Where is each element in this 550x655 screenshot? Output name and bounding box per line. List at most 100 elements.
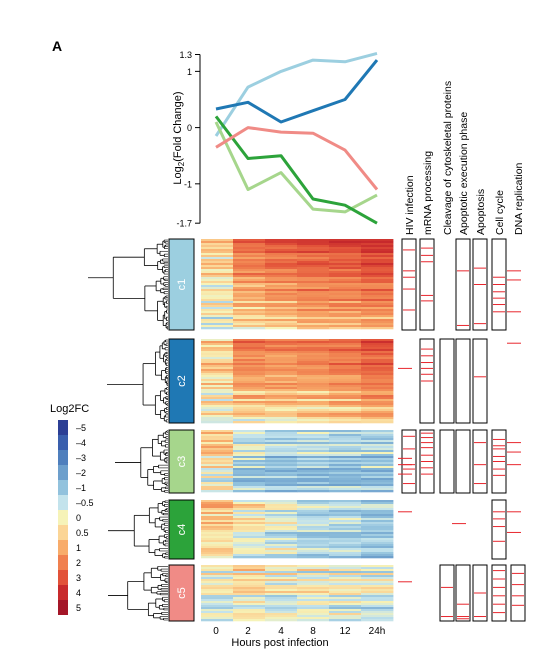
heatmap-cell bbox=[201, 277, 234, 280]
dendrogram-c3 bbox=[115, 430, 168, 493]
heatmap-cell bbox=[297, 417, 330, 420]
heatmap-cell bbox=[233, 271, 266, 274]
heatmap-cell bbox=[201, 247, 234, 250]
annotation-box bbox=[472, 238, 488, 331]
heatmap-cell bbox=[265, 247, 298, 250]
heatmap-cell bbox=[201, 474, 234, 477]
heatmap-cell bbox=[329, 249, 362, 252]
heatmap-cell bbox=[297, 325, 330, 328]
heatmap-cell bbox=[329, 403, 362, 406]
heatmap-cell bbox=[201, 359, 234, 362]
heatmap-cell bbox=[201, 510, 234, 513]
legend-label: –1 bbox=[76, 483, 86, 493]
heatmap-cell bbox=[329, 389, 362, 392]
heatmap-cell bbox=[265, 381, 298, 384]
heatmap-cell bbox=[233, 593, 266, 596]
heatmap-cell bbox=[265, 611, 298, 614]
annotation-header: Cell cycle bbox=[494, 190, 506, 235]
heatmap-cluster-c1 bbox=[201, 239, 394, 330]
series-line-c5 bbox=[215, 126, 379, 191]
heatmap-cell bbox=[265, 357, 298, 360]
heatmap-cell bbox=[361, 275, 394, 278]
heatmap-cell bbox=[265, 474, 298, 477]
heatmap-cell bbox=[329, 589, 362, 592]
annotation-box bbox=[491, 429, 507, 494]
heatmap-cell bbox=[361, 245, 394, 248]
legend-label: –5 bbox=[76, 423, 86, 433]
series-line-c2 bbox=[215, 59, 379, 124]
heatmap-cell bbox=[297, 241, 330, 244]
heatmap-cell bbox=[265, 251, 298, 254]
color-legend: Log2FC –5 –4 –3 –2 –1 –0.5 0 0.5 1 2 3 4 5 bbox=[50, 403, 94, 615]
heatmap-cell bbox=[297, 285, 330, 288]
heatmap-cell bbox=[265, 591, 298, 594]
heatmap-cell bbox=[201, 281, 234, 284]
heatmap-cell bbox=[265, 599, 298, 602]
heatmap-cell bbox=[233, 297, 266, 300]
heatmap-cell bbox=[233, 289, 266, 292]
heatmap-cell bbox=[361, 486, 394, 489]
heatmap-cell bbox=[201, 297, 234, 300]
heatmap-cell bbox=[265, 255, 298, 258]
heatmap-cell bbox=[233, 301, 266, 304]
heatmap-cell bbox=[361, 500, 394, 503]
heatmap-cell bbox=[233, 486, 266, 489]
heatmap-cell bbox=[361, 395, 394, 398]
heatmap-cell bbox=[201, 325, 234, 328]
heatmap-cell bbox=[329, 516, 362, 519]
annotation-box bbox=[455, 238, 471, 331]
heatmap-cell bbox=[329, 452, 362, 455]
heatmap-cell bbox=[329, 357, 362, 360]
heatmap-cell bbox=[201, 438, 234, 441]
heatmap-cell bbox=[265, 317, 298, 320]
heatmap-cell bbox=[361, 387, 394, 390]
heatmap-cell bbox=[329, 393, 362, 396]
heatmap-cell bbox=[329, 257, 362, 260]
heatmap-cell bbox=[329, 575, 362, 578]
heatmap-cell bbox=[233, 393, 266, 396]
heatmap-cell bbox=[329, 488, 362, 491]
heatmap-x-axis: Hours post infection 0 2 4 8 12 24h bbox=[213, 626, 385, 649]
heatmap-cell bbox=[361, 295, 394, 298]
heatmap-cell bbox=[329, 617, 362, 620]
heatmap-cell bbox=[265, 397, 298, 400]
heatmap-cell bbox=[265, 617, 298, 620]
heatmap-cell bbox=[201, 375, 234, 378]
heatmap-cell bbox=[201, 251, 234, 254]
heatmap-cell bbox=[361, 601, 394, 604]
heatmap-cell bbox=[265, 291, 298, 294]
heatmap-cell bbox=[361, 289, 394, 292]
heatmap-cell bbox=[361, 466, 394, 469]
heatmap-cell bbox=[265, 273, 298, 276]
heatmap-cell bbox=[361, 285, 394, 288]
heatmap-cell bbox=[265, 516, 298, 519]
heatmap-cell bbox=[233, 546, 266, 549]
heatmap-cell bbox=[297, 351, 330, 354]
heatmap-cell bbox=[201, 393, 234, 396]
heatmap-cell bbox=[233, 391, 266, 394]
heatmap-cell bbox=[233, 313, 266, 316]
heatmap-cell bbox=[361, 619, 394, 622]
heatmap-cell bbox=[265, 593, 298, 596]
panel-label: A bbox=[52, 38, 62, 54]
heatmap-cell bbox=[233, 419, 266, 422]
legend-label: –2 bbox=[76, 468, 86, 478]
heatmap-cell bbox=[265, 319, 298, 322]
heatmap-cell bbox=[265, 267, 298, 270]
heatmap-cell bbox=[201, 397, 234, 400]
heatmap-cell bbox=[329, 267, 362, 270]
heatmap-cell bbox=[297, 381, 330, 384]
heatmap-cell bbox=[329, 587, 362, 590]
heatmap-cell bbox=[361, 401, 394, 404]
heatmap-cell bbox=[233, 544, 266, 547]
heatmap-cell bbox=[265, 581, 298, 584]
heatmap-cell bbox=[201, 554, 234, 557]
heatmap-cluster-c4 bbox=[201, 500, 394, 559]
heatmap-cell bbox=[297, 289, 330, 292]
heatmap-cell bbox=[233, 440, 266, 443]
heatmap-cell bbox=[361, 355, 394, 358]
heatmap-cell bbox=[265, 518, 298, 521]
heatmap-cell bbox=[297, 319, 330, 322]
heatmap-cell bbox=[361, 524, 394, 527]
heatmap-cell bbox=[265, 458, 298, 461]
